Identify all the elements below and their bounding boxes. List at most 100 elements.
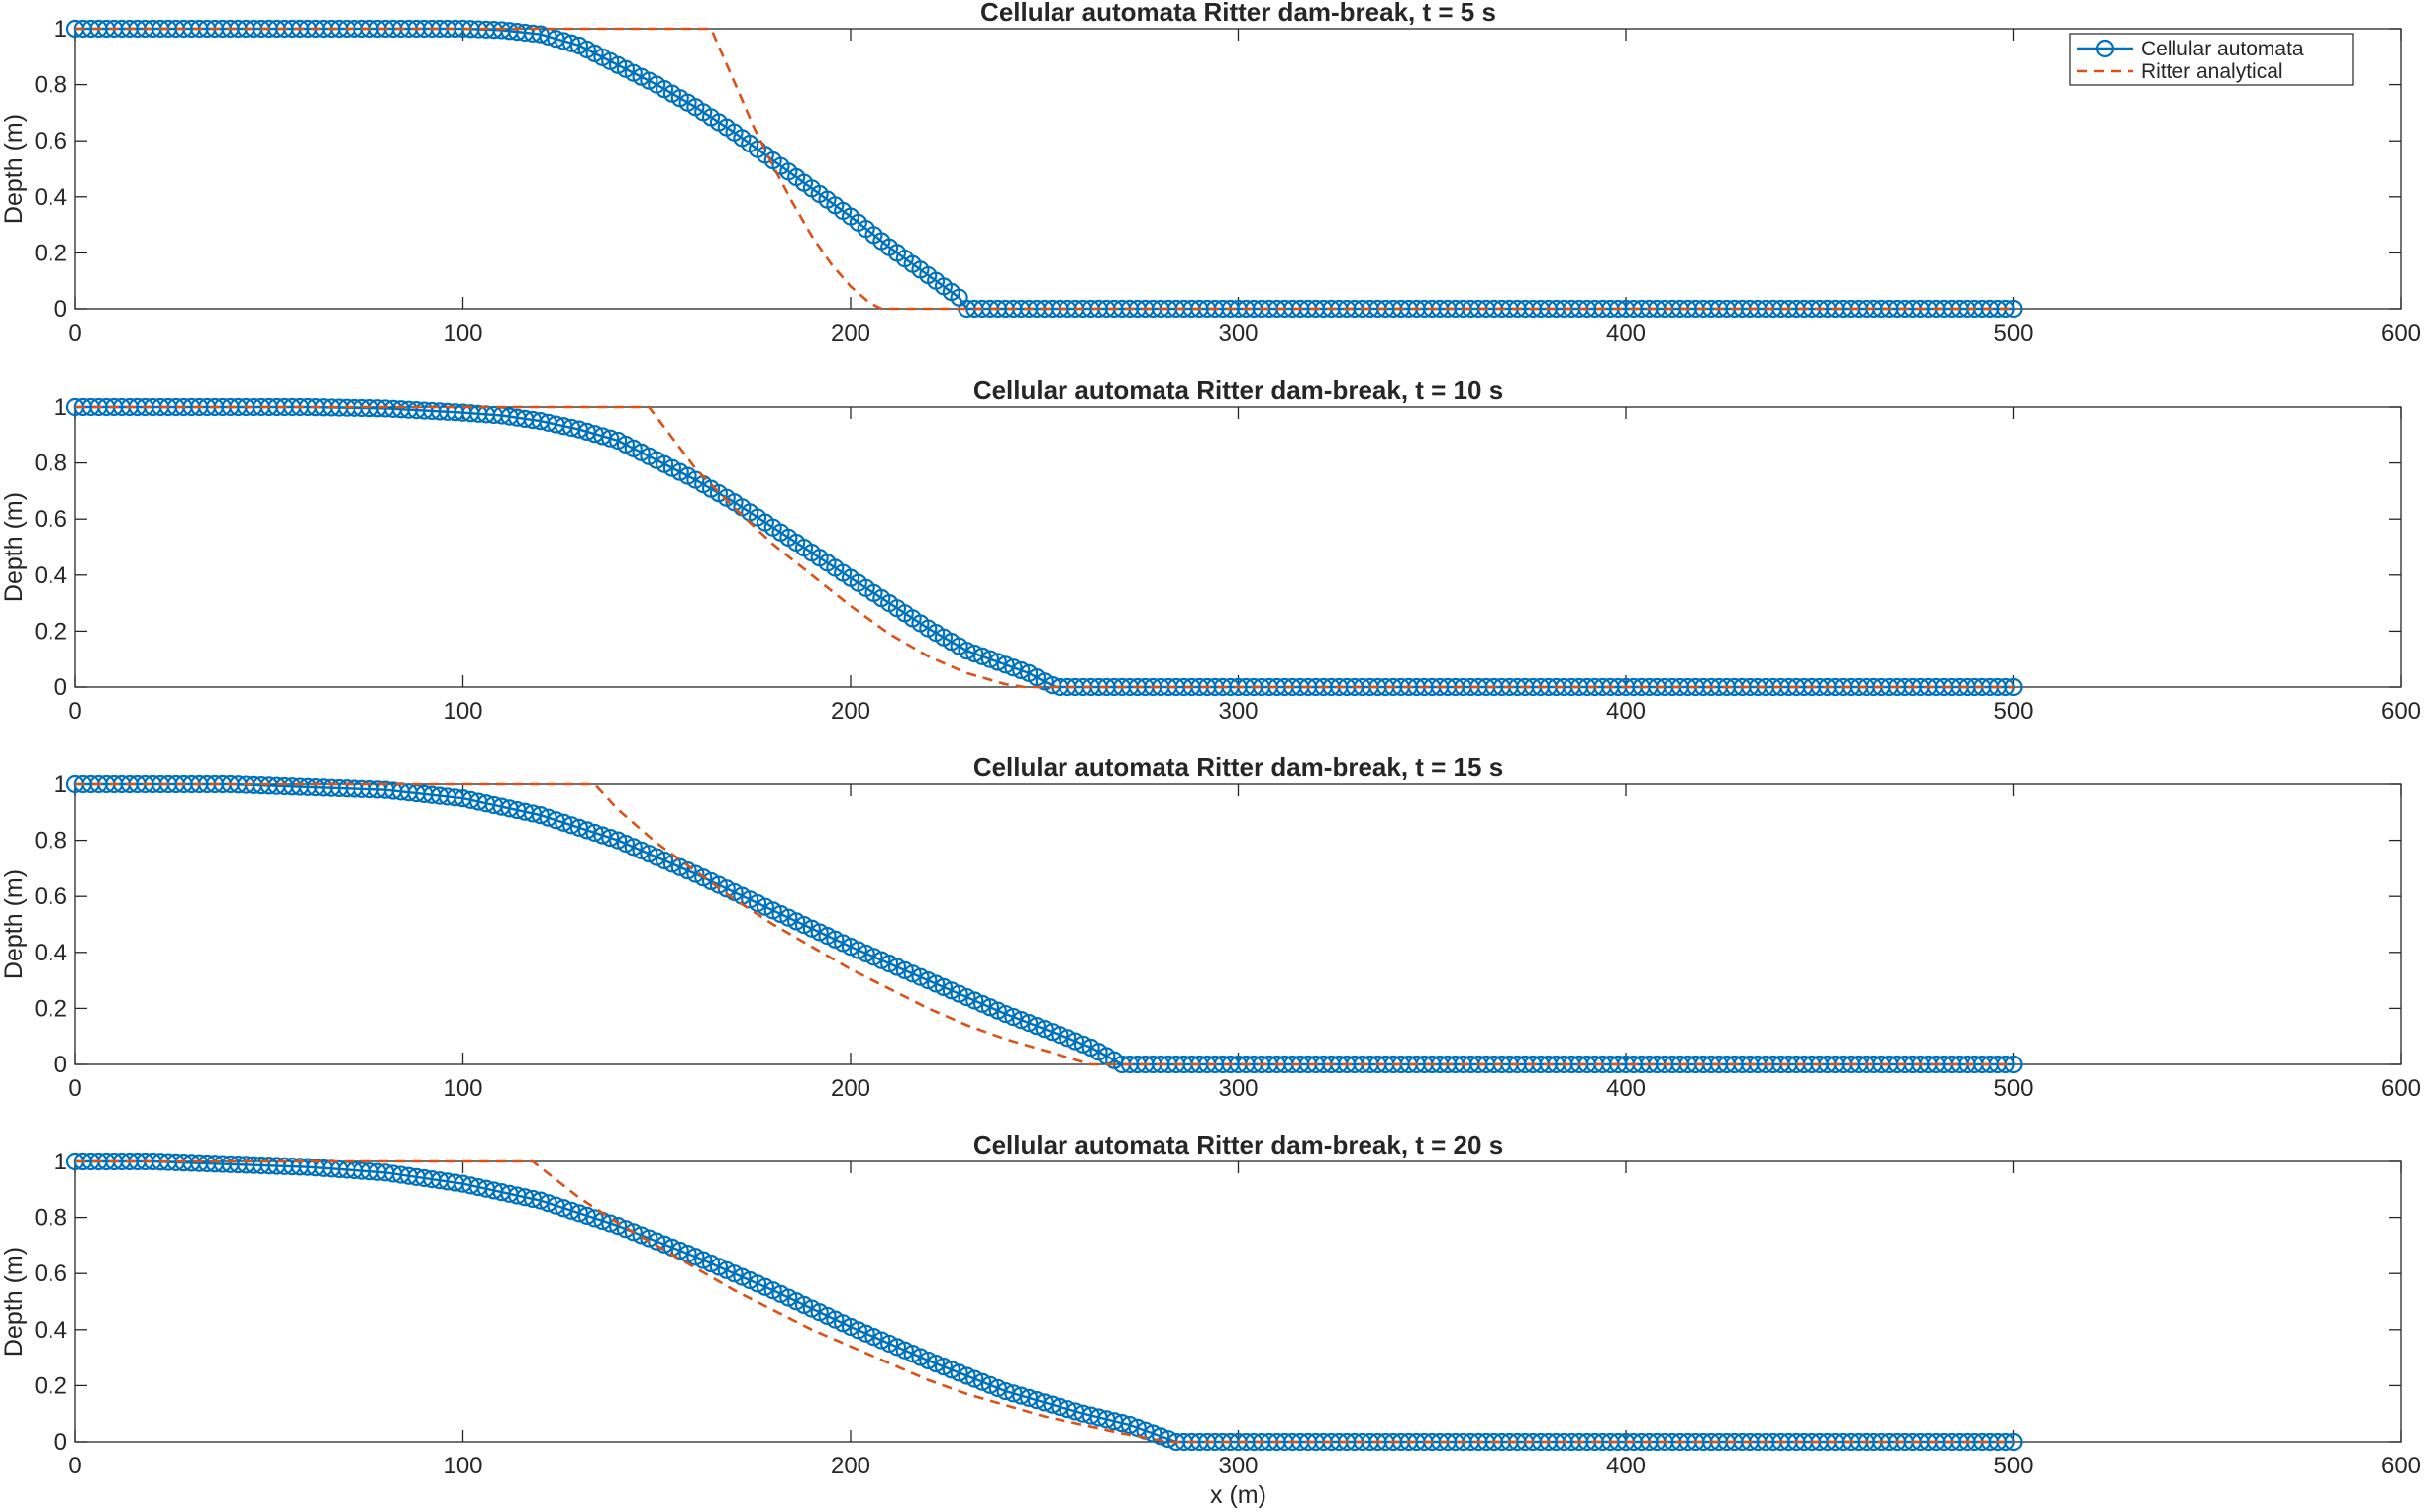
x-tick-label: 500: [1993, 1075, 2033, 1102]
data-point-marker: [1128, 1418, 1147, 1437]
data-point-marker: [950, 1363, 968, 1382]
data-point-marker: [2004, 677, 2023, 697]
x-tick-label: 400: [1606, 1453, 1646, 1479]
y-tick-label: 0: [54, 674, 67, 701]
data-point-marker: [539, 1194, 557, 1213]
y-tick-label: 0.8: [35, 72, 67, 99]
data-point-marker: [1996, 1055, 2015, 1074]
data-point-marker: [988, 1378, 1007, 1398]
data-point-marker: [1120, 1415, 1139, 1435]
data-point-marker: [531, 806, 550, 825]
y-tick-label: 1: [54, 394, 67, 421]
data-point-marker: [1144, 1424, 1162, 1443]
data-point-marker: [1012, 660, 1031, 680]
data-point-marker: [934, 1358, 954, 1376]
y-tick-label: 0.6: [35, 883, 67, 910]
x-tick-label: 300: [1218, 1075, 1258, 1102]
y-tick-label: 0.6: [35, 128, 67, 154]
data-point-marker: [1012, 1010, 1031, 1030]
y-tick-label: 0: [54, 1429, 67, 1456]
x-tick-label: 500: [1993, 320, 2033, 347]
legend-swatch-marker: [2095, 39, 2115, 58]
data-point-marker: [640, 1229, 658, 1248]
y-tick-label: 1: [54, 16, 67, 43]
y-tick-label: 0.2: [35, 618, 67, 645]
data-point-marker: [996, 655, 1015, 674]
data-point-marker: [670, 1241, 689, 1260]
series-line: [75, 27, 2014, 311]
data-point-marker: [942, 1361, 960, 1379]
data-point-marker: [1043, 1023, 1061, 1042]
chart-title: Cellular automata Ritter dam-break, t = …: [980, 0, 1496, 27]
legend-label: Cellular automata: [2141, 38, 2304, 60]
x-tick-label: 500: [1993, 1453, 2033, 1479]
axes-box: [74, 406, 2402, 688]
data-point-marker: [996, 1004, 1015, 1024]
x-tick-label: 200: [831, 320, 870, 347]
data-point-marker: [1059, 1029, 1077, 1048]
data-point-marker: [1019, 1014, 1039, 1033]
y-tick-label: 0.6: [35, 506, 67, 533]
data-point-marker: [973, 647, 992, 665]
data-point-marker: [585, 823, 604, 843]
legend-box: [2069, 33, 2354, 86]
x-tick-label: 100: [443, 698, 482, 725]
data-point-marker: [593, 826, 612, 845]
x-tick-label: 100: [443, 1453, 482, 1479]
data-point-marker: [980, 1375, 1000, 1394]
data-point-marker: [531, 1191, 550, 1210]
y-axis-label: Depth (m): [0, 114, 28, 224]
series-line: [75, 27, 2014, 311]
y-tick-label: 0: [54, 296, 67, 323]
axes-box: [74, 783, 2402, 1065]
data-point-marker: [965, 644, 984, 663]
x-tick-label: 200: [831, 1453, 870, 1479]
y-tick-label: 1: [54, 771, 67, 798]
x-tick-label: 0: [68, 1453, 81, 1479]
x-tick-label: 100: [443, 320, 482, 347]
y-axis-label: Depth (m): [0, 492, 28, 602]
x-tick-label: 400: [1606, 320, 1646, 347]
y-tick-label: 1: [54, 1149, 67, 1175]
data-point-marker: [1027, 1017, 1047, 1036]
data-point-marker: [577, 821, 596, 840]
data-point-marker: [555, 813, 573, 832]
y-tick-label: 0.4: [35, 184, 67, 211]
data-point-marker: [632, 1226, 651, 1245]
series-line: [75, 1159, 2014, 1444]
data-point-marker: [1152, 1427, 1170, 1446]
data-point-marker: [927, 1354, 946, 1373]
x-tick-label: 200: [831, 698, 870, 725]
chart-title: Cellular automata Ritter dam-break, t = …: [973, 1130, 1503, 1159]
legend-label: Ritter analytical: [2141, 60, 2283, 83]
chart-title: Cellular automata Ritter dam-break, t = …: [973, 753, 1503, 782]
data-point-marker: [958, 1366, 976, 1385]
data-point-marker: [624, 1223, 643, 1242]
data-point-marker: [608, 1216, 628, 1236]
data-point-marker: [547, 1196, 565, 1215]
x-tick-label: 0: [68, 320, 81, 347]
y-tick-label: 0.8: [35, 828, 67, 855]
plot-area: [65, 19, 2023, 319]
series-ritter-analytical: [75, 27, 2014, 311]
series-line: [75, 782, 2014, 1066]
data-point-marker: [1051, 1026, 1069, 1045]
x-tick-label: 200: [831, 1075, 870, 1102]
axes-box: [74, 28, 2402, 310]
x-tick-label: 400: [1606, 698, 1646, 725]
data-point-marker: [1065, 1032, 1085, 1051]
x-tick-label: 500: [1993, 698, 2033, 725]
data-point-marker: [585, 1209, 604, 1228]
x-tick-label: 600: [2381, 698, 2421, 725]
x-tick-label: 600: [2381, 1453, 2421, 1479]
y-axis-label: Depth (m): [0, 869, 28, 979]
data-point-marker: [569, 818, 589, 837]
y-tick-label: 0.2: [35, 995, 67, 1022]
y-axis-label: Depth (m): [0, 1247, 28, 1357]
data-point-marker: [562, 1201, 581, 1220]
subplot-3: 0 100 200 300 400 500 600 0 0.2 0.4 0.6 0.8 1 Cellula…: [0, 753, 2421, 1102]
series-ritter-analytical: [75, 1159, 2014, 1444]
x-tick-label: 0: [68, 698, 81, 725]
y-tick-label: 0.2: [35, 240, 67, 266]
